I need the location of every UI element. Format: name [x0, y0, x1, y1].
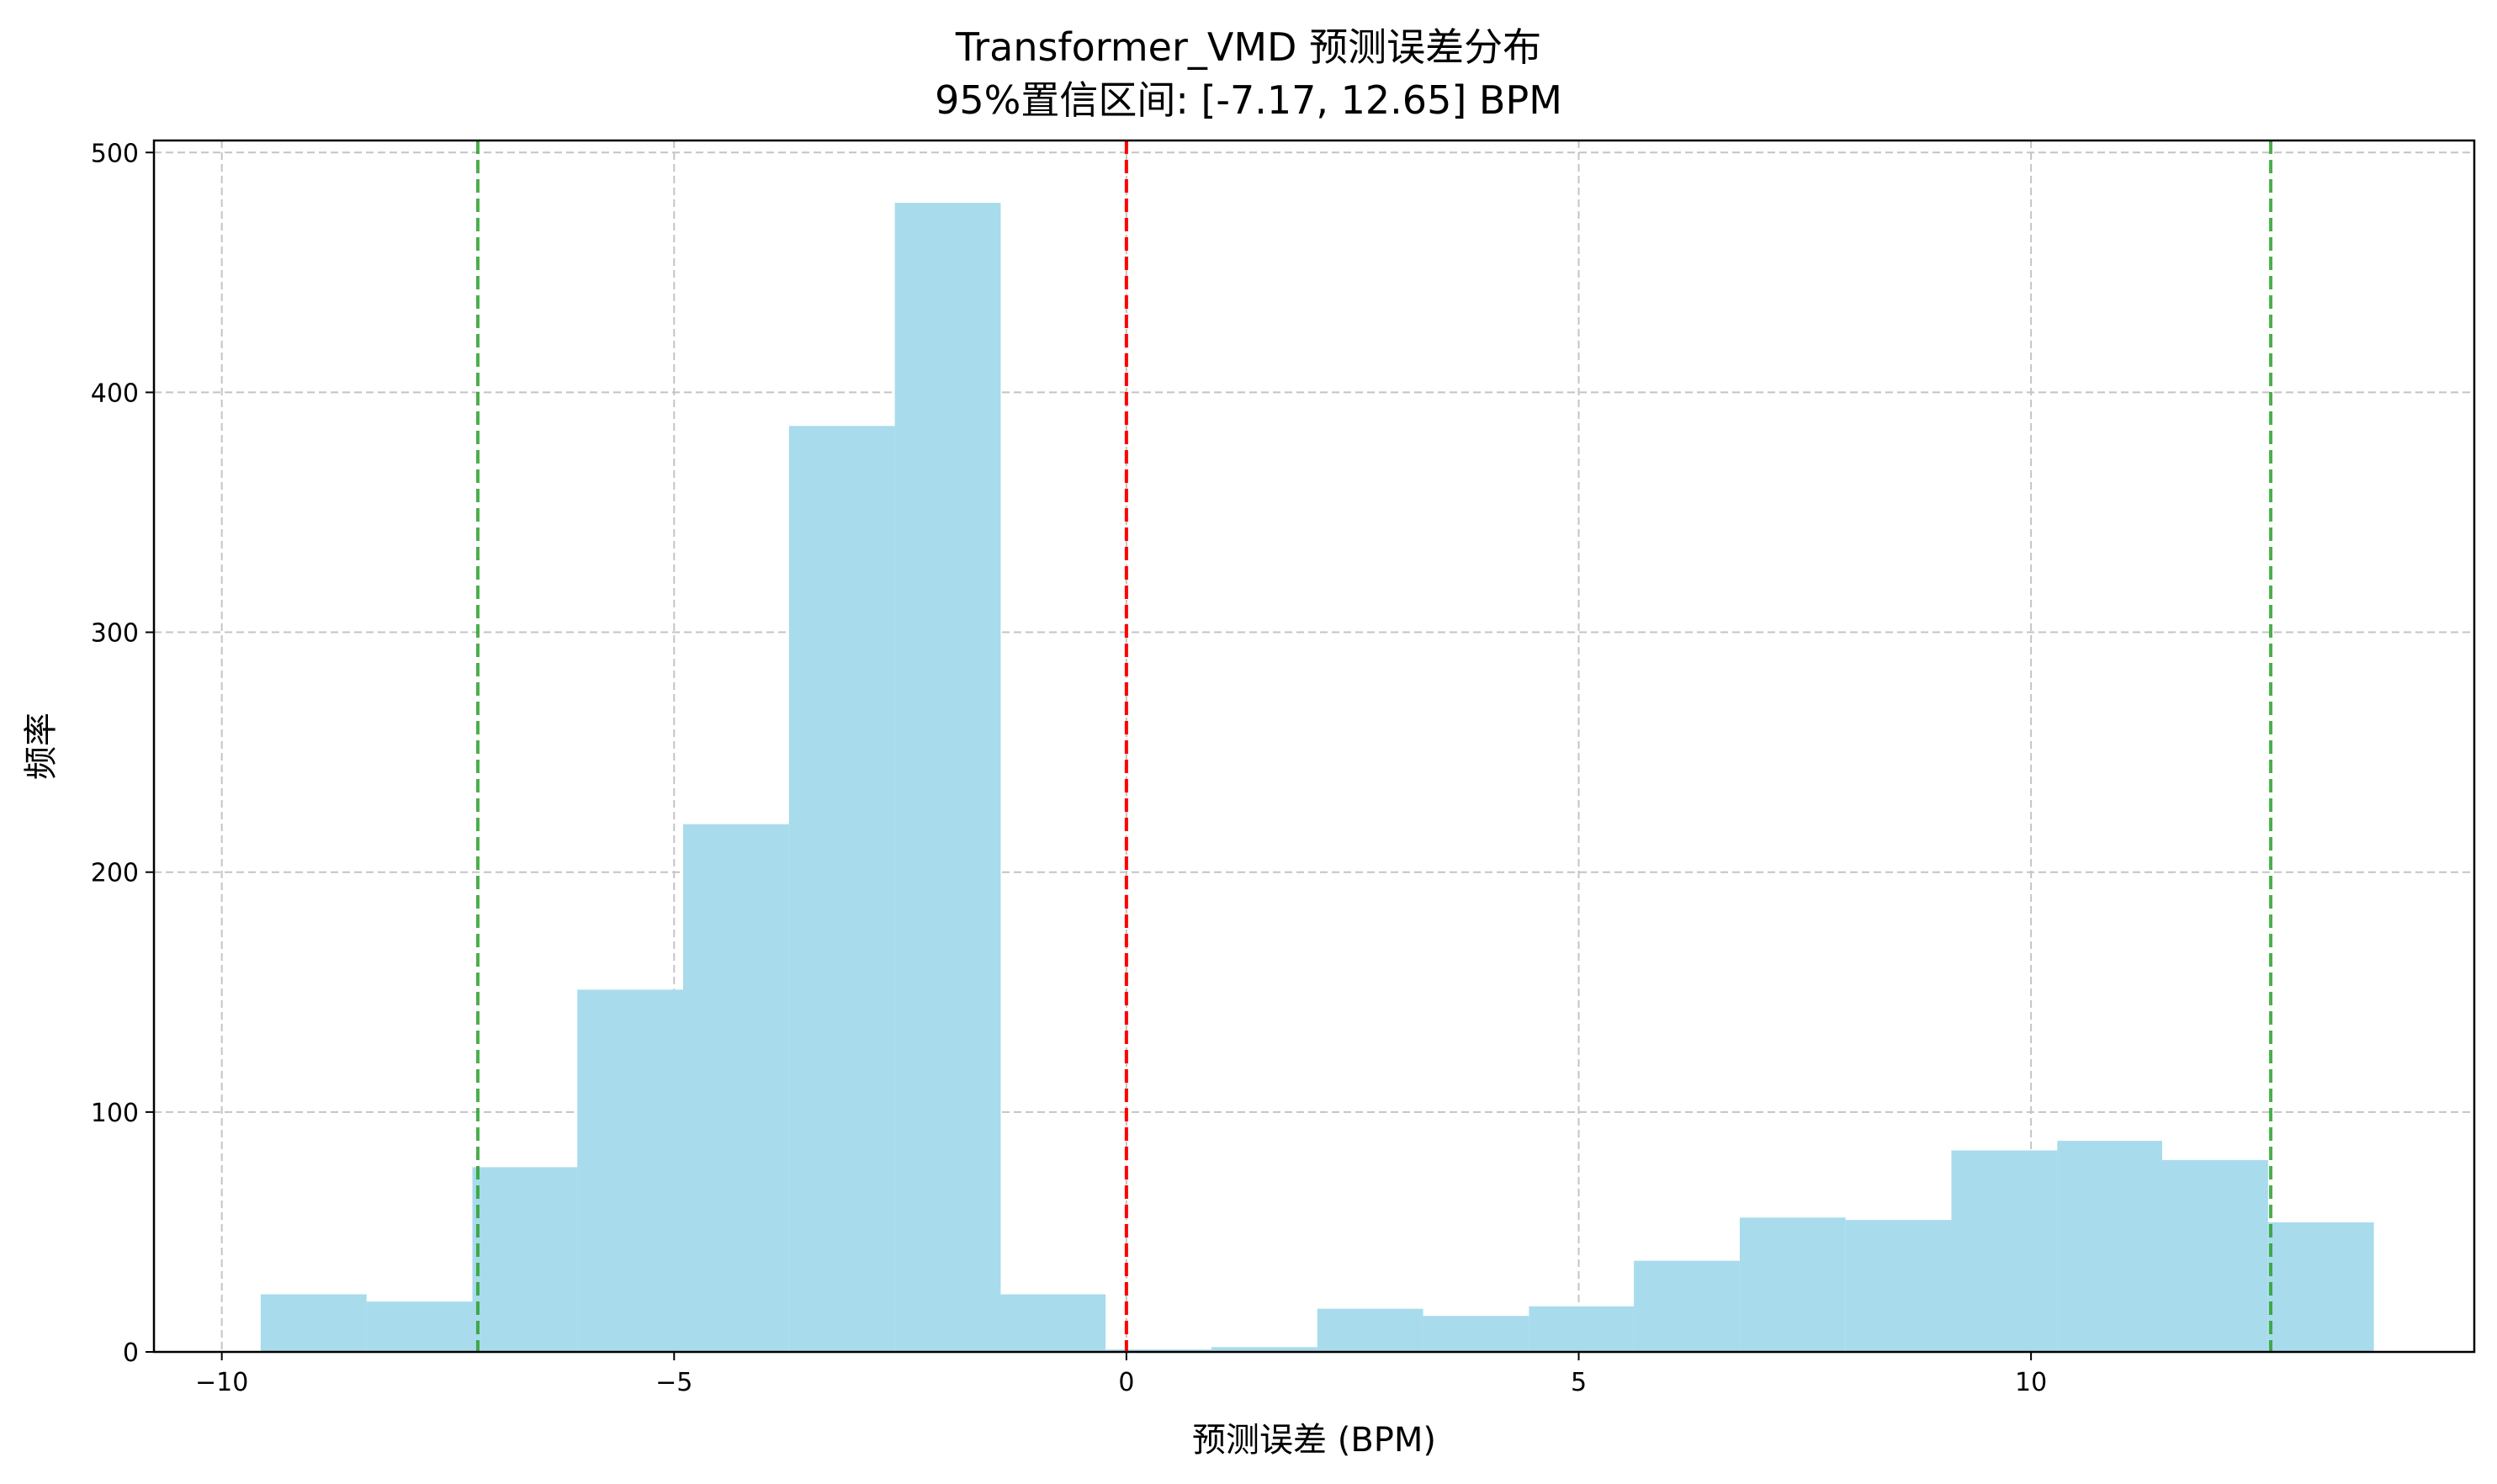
plot-frame: [152, 139, 2476, 1354]
y-tick-label: 400: [91, 379, 139, 408]
histogram-bar: [472, 1167, 578, 1352]
histogram-bar: [2162, 1159, 2268, 1352]
histogram-bar: [260, 1294, 367, 1352]
histogram-bar: [683, 824, 789, 1352]
y-axis-label: 频率: [22, 713, 61, 780]
x-tick-label: 5: [1571, 1368, 1587, 1397]
histogram-bar: [1739, 1217, 1846, 1352]
histogram-bar: [1317, 1308, 1423, 1352]
histogram-bar: [1529, 1306, 1635, 1352]
histogram-bar: [1951, 1150, 2058, 1352]
x-tick-label: −5: [655, 1368, 692, 1397]
histogram-bar: [2267, 1222, 2374, 1352]
x-tick-label: 0: [1118, 1368, 1134, 1397]
histogram-bar: [1000, 1294, 1106, 1352]
x-tick-label: −10: [195, 1368, 248, 1397]
y-tick-label: 300: [91, 619, 139, 649]
histogram-bar: [1211, 1347, 1317, 1352]
chart-subtitle: 95%置信区间: [-7.17, 12.65] BPM: [935, 77, 1562, 123]
reference-lines-layer: [475, 140, 2273, 1352]
histogram-bar: [894, 203, 1001, 1352]
histogram-bar: [1423, 1316, 1529, 1352]
y-tick-label: 500: [91, 139, 139, 168]
histogram-bar: [366, 1301, 473, 1352]
y-tick-label: 0: [123, 1338, 139, 1368]
chart-title: Transformer_VMD 预测误差分布: [955, 24, 1541, 70]
histogram-bar: [577, 989, 684, 1352]
histogram-bar: [2057, 1141, 2163, 1352]
histogram-bar: [1845, 1220, 1952, 1352]
x-tick-label: 10: [2015, 1368, 2047, 1397]
histogram-bar: [788, 426, 895, 1353]
bars-layer: [260, 203, 2374, 1353]
y-tick-label: 100: [91, 1099, 139, 1128]
x-axis-label: 预测误差 (BPM): [1192, 1421, 1436, 1460]
histogram-bar: [1105, 1349, 1211, 1352]
y-tick-label: 200: [91, 859, 139, 888]
histogram-bar: [1634, 1260, 1740, 1352]
